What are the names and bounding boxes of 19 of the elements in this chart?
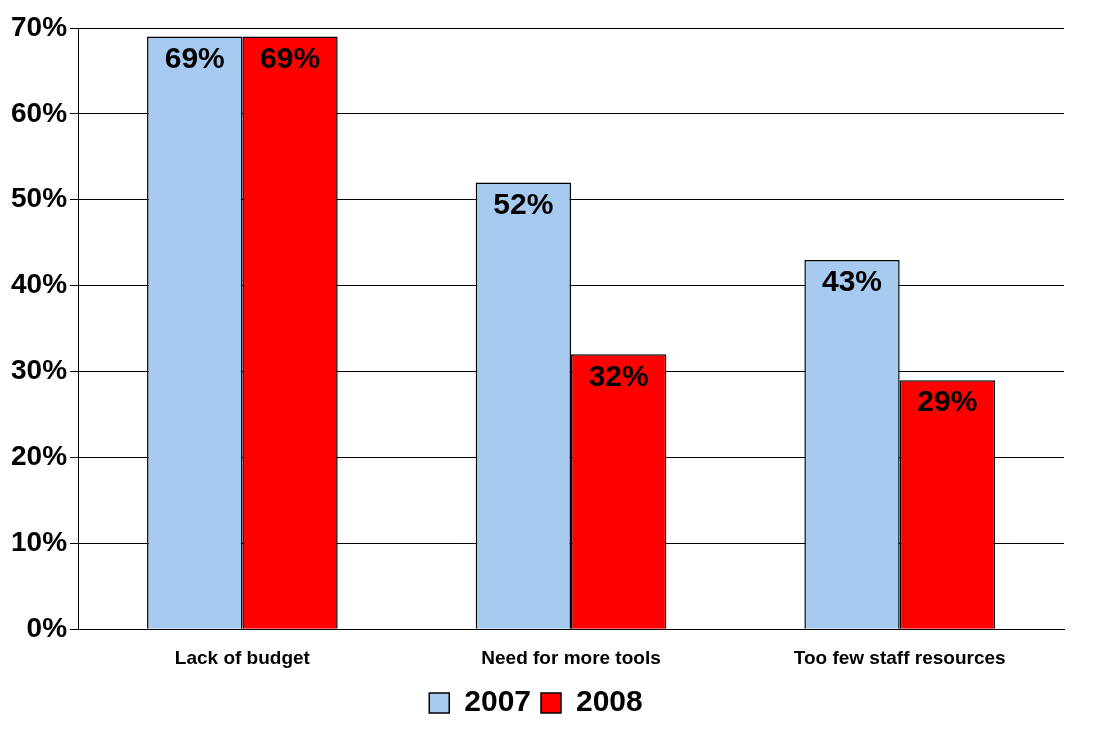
- x-tick-label: Need for more tools: [481, 646, 661, 668]
- y-tick-label: 70%: [10, 10, 68, 42]
- y-tick-label: 30%: [10, 354, 68, 386]
- data-label: 43%: [822, 264, 883, 298]
- data-label: 69%: [164, 40, 225, 74]
- x-tick-label: Lack of budget: [174, 646, 311, 668]
- y-tick-label: 60%: [10, 96, 68, 128]
- y-tick-label: 0%: [26, 611, 68, 643]
- y-tick-label: 10%: [10, 526, 68, 558]
- data-label: 69%: [260, 40, 321, 74]
- legend-label: 2007: [464, 684, 532, 718]
- data-label: 52%: [493, 186, 554, 220]
- data-label: 29%: [917, 384, 978, 418]
- x-tick-label: Too few staff resources: [793, 646, 1006, 668]
- y-tick-label: 40%: [10, 268, 68, 300]
- legend-label: 2008: [576, 684, 643, 718]
- y-tick-label: 20%: [10, 440, 68, 472]
- data-label: 32%: [588, 358, 649, 392]
- y-tick-label: 50%: [10, 182, 68, 214]
